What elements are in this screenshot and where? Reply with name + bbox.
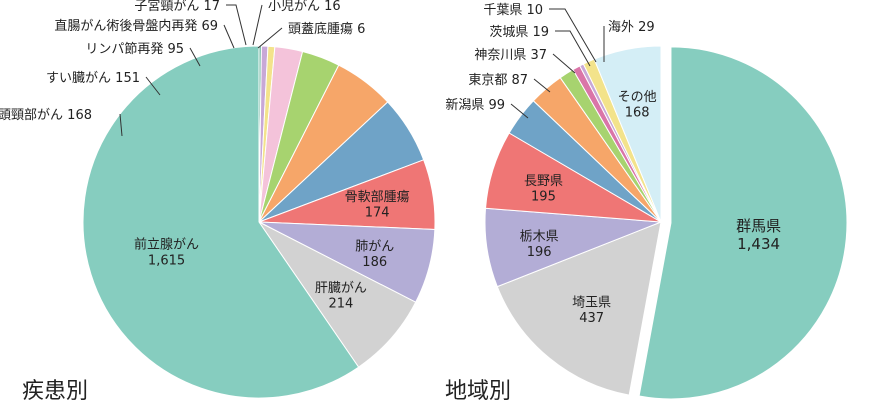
leader-line [145,76,161,96]
data-label: 埼玉県 437 [572,295,611,326]
data-label: 神奈川県 37 [474,48,547,63]
data-label: 群馬県 1,434 [736,217,781,253]
data-label: すい臓がん 151 [46,71,140,86]
pie-chart-disease: 前立腺がん 1,615 肝臓がん 214 肺がん 186 骨軟部腫瘍 174 頭頸部がん 168… [0,0,436,399]
data-label: 小児がん 16 [268,0,341,14]
leader-line [552,53,576,74]
chart-title-region: 地域別 [445,379,511,404]
pie-slice [82,45,360,399]
leader-line [189,47,201,67]
leader-line [533,78,551,93]
pie-chart-region: 群馬県 1,434 埼玉県 437 栃木県 196 長野県 195 その他 168 新潟県 99 東京… [445,3,848,400]
data-label: リンパ節再発 95 [85,42,184,57]
data-label: 骨軟部腫瘍 174 [345,189,410,221]
data-label: 長野県 195 [524,174,563,205]
data-label: その他 168 [618,90,657,121]
leader-line [510,103,529,119]
leader-line [555,30,591,67]
data-label: 子宮頸がん 17 [134,0,220,14]
data-label: 頭頸部がん 168 [0,108,92,123]
data-label: 茨城県 19 [489,25,549,40]
leader-line [119,113,123,137]
data-label: 肺がん 186 [355,240,394,271]
leader-line [549,8,597,63]
data-label: 千葉県 10 [483,3,543,18]
leader-line [252,4,263,46]
leader-line [223,24,235,49]
data-label: 前立腺がん 1,615 [134,237,199,269]
data-label: 直腸がん術後骨盤内再発 69 [54,18,218,34]
leader-line [257,27,283,49]
data-label: 新潟県 99 [445,97,505,113]
pie-slice [638,46,848,400]
data-label: 肝臓がん 214 [315,281,367,312]
data-label: 栃木県 196 [520,229,559,260]
chart-title-disease: 疾患別 [22,379,88,404]
pie-slice [496,221,662,396]
data-label: 頭蓋底腫瘍 6 [288,21,365,37]
leader-line [226,4,247,46]
data-label: 東京都 87 [468,72,528,88]
data-label: 海外 29 [608,20,655,35]
